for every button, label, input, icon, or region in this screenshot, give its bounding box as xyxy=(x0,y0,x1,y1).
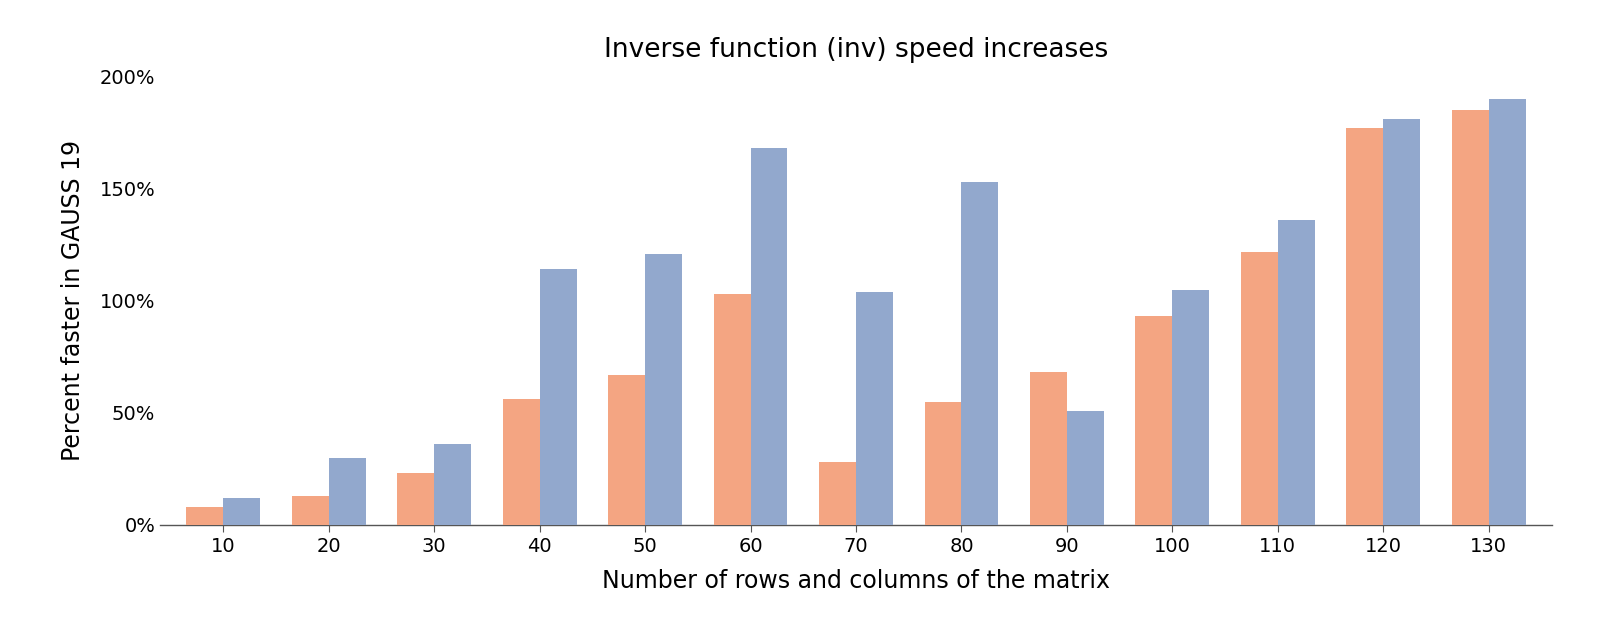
Bar xyxy=(502,399,539,525)
Bar xyxy=(1173,289,1210,525)
Bar xyxy=(539,269,576,525)
Bar xyxy=(1136,316,1173,525)
Bar xyxy=(750,148,787,525)
Bar xyxy=(328,458,366,525)
Bar xyxy=(1346,128,1384,525)
X-axis label: Number of rows and columns of the matrix: Number of rows and columns of the matrix xyxy=(602,570,1110,593)
Bar xyxy=(1278,220,1315,525)
Bar xyxy=(1242,252,1278,525)
Bar xyxy=(645,253,682,525)
Bar xyxy=(1384,119,1421,525)
Bar xyxy=(434,444,470,525)
Bar xyxy=(856,292,893,525)
Bar xyxy=(186,507,224,525)
Bar xyxy=(397,473,434,525)
Bar xyxy=(1067,411,1104,525)
Title: Inverse function (inv) speed increases: Inverse function (inv) speed increases xyxy=(603,37,1109,63)
Bar xyxy=(962,182,998,525)
Bar xyxy=(608,374,645,525)
Bar xyxy=(1030,372,1067,525)
Bar xyxy=(1488,99,1526,525)
Y-axis label: Percent faster in GAUSS 19: Percent faster in GAUSS 19 xyxy=(61,140,85,461)
Bar xyxy=(819,462,856,525)
Bar xyxy=(714,294,750,525)
Bar xyxy=(925,402,962,525)
Bar xyxy=(291,495,328,525)
Bar xyxy=(224,498,261,525)
Bar xyxy=(1451,110,1488,525)
